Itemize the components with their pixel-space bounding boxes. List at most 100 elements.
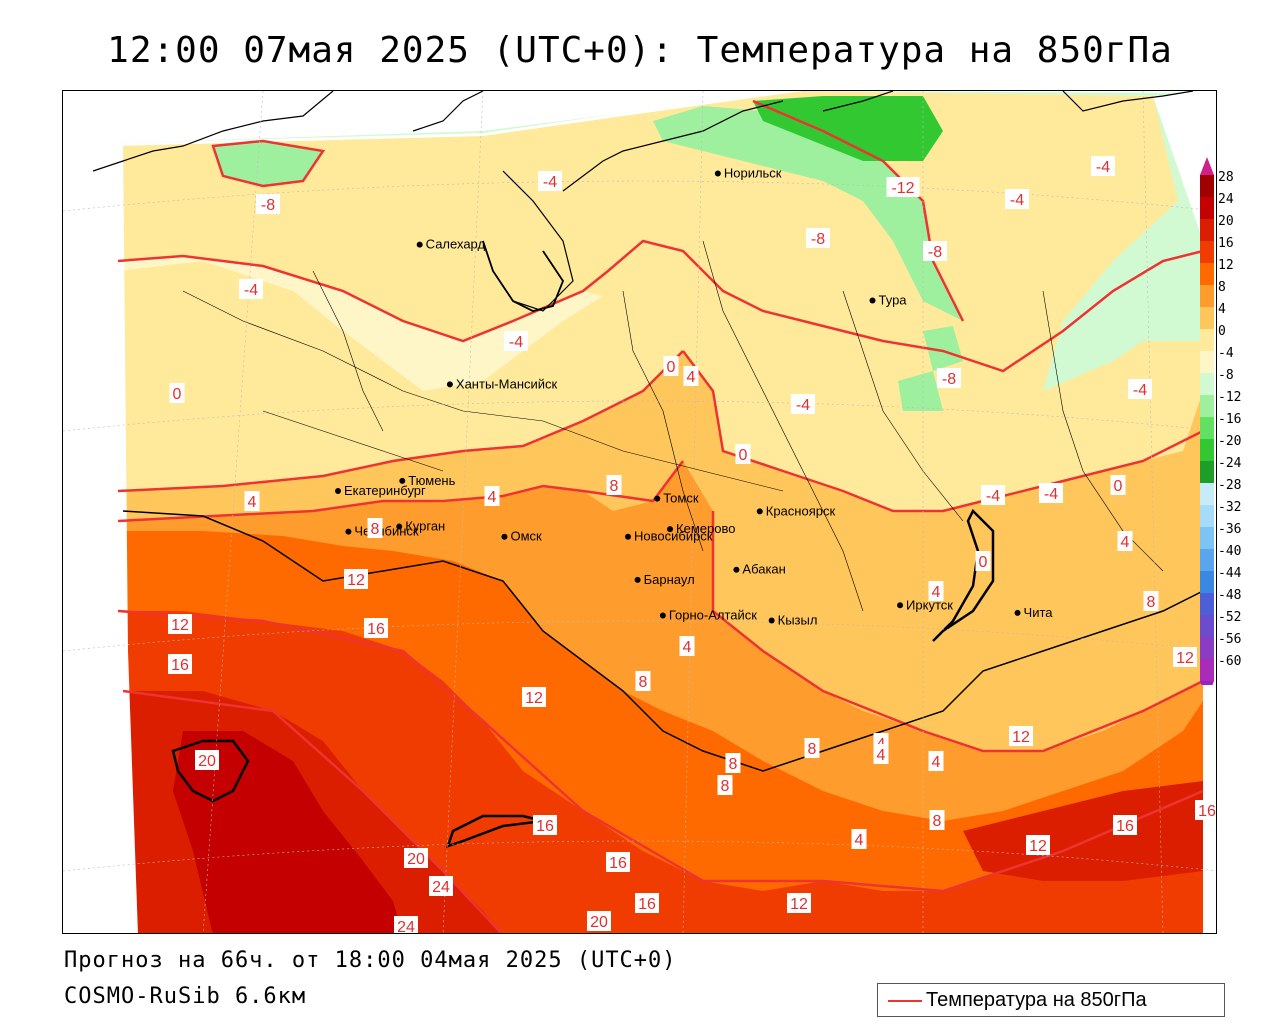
contour-label: 24	[432, 879, 450, 896]
contour-label-bg	[791, 394, 815, 414]
contour-label-bg	[1128, 379, 1152, 399]
isotherm-line	[122, 689, 503, 933]
graticule	[63, 91, 1216, 933]
colorbar-tick-label: 16	[1218, 236, 1234, 251]
contour-label-bg	[635, 671, 651, 691]
contour-label-bg	[587, 911, 611, 931]
contour-label: -8	[261, 197, 275, 214]
colorbar-segment	[1200, 241, 1214, 263]
city-dot	[659, 612, 666, 619]
contour-label: 4	[683, 639, 692, 656]
contour-label: -8	[811, 231, 825, 248]
contour-label: 4	[488, 489, 497, 506]
contour-label-bg	[168, 654, 192, 674]
region-border	[262, 410, 444, 472]
contour-label: -4	[509, 334, 523, 351]
colorbar-tick-label: -32	[1218, 500, 1241, 515]
contour-label-bg	[929, 810, 945, 830]
temperature-map[interactable]: НорильскЯкутскСалехардТураХанты-Мансийск…	[62, 90, 1217, 934]
contour-label: -4	[543, 174, 557, 191]
contour-label: 8	[610, 478, 619, 495]
legend-line-swatch	[888, 1000, 922, 1002]
region-border	[702, 240, 864, 612]
contour-label: 0	[979, 554, 988, 571]
aral-sea	[171, 739, 250, 803]
city-dot	[733, 566, 740, 573]
contour-label-bg	[1195, 800, 1216, 820]
city-dot	[768, 617, 775, 624]
contour-label-bg	[975, 551, 991, 571]
contour-label: 0	[739, 447, 748, 464]
city-dot	[634, 576, 641, 583]
colorbar-segment	[1200, 615, 1214, 637]
contour-label: 16	[638, 896, 656, 913]
model-name: COSMO-RuSib 6.6км	[64, 984, 307, 1009]
contour-label-bg	[1173, 647, 1197, 667]
contour-label: 12	[1176, 650, 1194, 667]
colorbar-tick-label: -48	[1218, 588, 1241, 603]
city-label: Новосибирск	[634, 529, 713, 544]
colorbar-segment	[1200, 263, 1214, 285]
contour-label-bg	[244, 491, 260, 511]
lake-balkhash	[446, 814, 544, 848]
contour-label-bg	[195, 750, 219, 770]
legend: Температура на 850гПа	[877, 983, 1225, 1017]
city-label: Тюмень	[408, 473, 455, 488]
contour-label: 8	[371, 521, 380, 538]
colorbar-segment	[1200, 439, 1214, 461]
colorbar-segment	[1200, 219, 1214, 241]
mask-top	[63, 91, 1216, 143]
contour-label: 4	[932, 584, 941, 601]
city-label: Абакан	[742, 562, 785, 577]
zone-fill	[923, 326, 963, 371]
city-dot	[897, 602, 904, 609]
city-dot	[446, 381, 453, 388]
colorbar-tick-label: -60	[1218, 654, 1241, 669]
contour-label: -4	[1044, 486, 1058, 503]
contour-label-bg	[1005, 189, 1029, 209]
zone-fill	[653, 106, 963, 321]
city-label: Барнаул	[644, 572, 695, 587]
contour-label-bg	[679, 636, 695, 656]
city-label: Кызыл	[778, 613, 818, 628]
contour-label: 20	[407, 851, 425, 868]
colorbar-tick-label: 12	[1218, 258, 1234, 273]
contour-label-bg	[522, 687, 546, 707]
contour-label-bg	[804, 738, 820, 758]
colorbar-segment	[1200, 527, 1214, 549]
contour-label: 12	[790, 896, 808, 913]
contour-label-bg	[606, 852, 630, 872]
contour-label-bg	[683, 366, 699, 386]
city-dot	[625, 533, 632, 540]
colorbar-tick-label: -16	[1218, 412, 1241, 427]
contour-label-bg	[735, 444, 751, 464]
isotherm-line	[117, 460, 684, 523]
city-label: Чита	[1024, 605, 1054, 620]
city-dot	[667, 526, 674, 533]
contour-label: -4	[1133, 382, 1147, 399]
contour-label-bg	[635, 893, 659, 913]
city-dot	[501, 533, 508, 540]
contour-label: 12	[1029, 838, 1047, 855]
contour-label: -4	[244, 282, 258, 299]
colorbar-segment	[1200, 505, 1214, 527]
city-dot	[714, 170, 721, 177]
colorbar-tick-label: -4	[1218, 346, 1234, 361]
coastline	[92, 91, 334, 172]
colorbar-tick-label: -36	[1218, 522, 1241, 537]
city-label: Курган	[405, 519, 445, 534]
contour-label: 12	[171, 617, 189, 634]
map-title: 12:00 07мая 2025 (UTC+0): Температура на…	[107, 30, 1173, 71]
contour-label: 0	[173, 386, 182, 403]
contour-label: 8	[729, 756, 738, 773]
city-dot	[756, 508, 763, 515]
city-dot	[654, 495, 661, 502]
colorbar-tick-label: 8	[1218, 280, 1226, 295]
contour-label-bg	[1039, 483, 1063, 503]
contour-label-bg	[256, 194, 280, 214]
contour-label-bg	[928, 751, 944, 771]
contour-label-bg	[394, 916, 418, 933]
contour-label-bg	[928, 581, 944, 601]
colorbar-segment	[1200, 571, 1214, 593]
contour-label-bg	[344, 569, 368, 589]
